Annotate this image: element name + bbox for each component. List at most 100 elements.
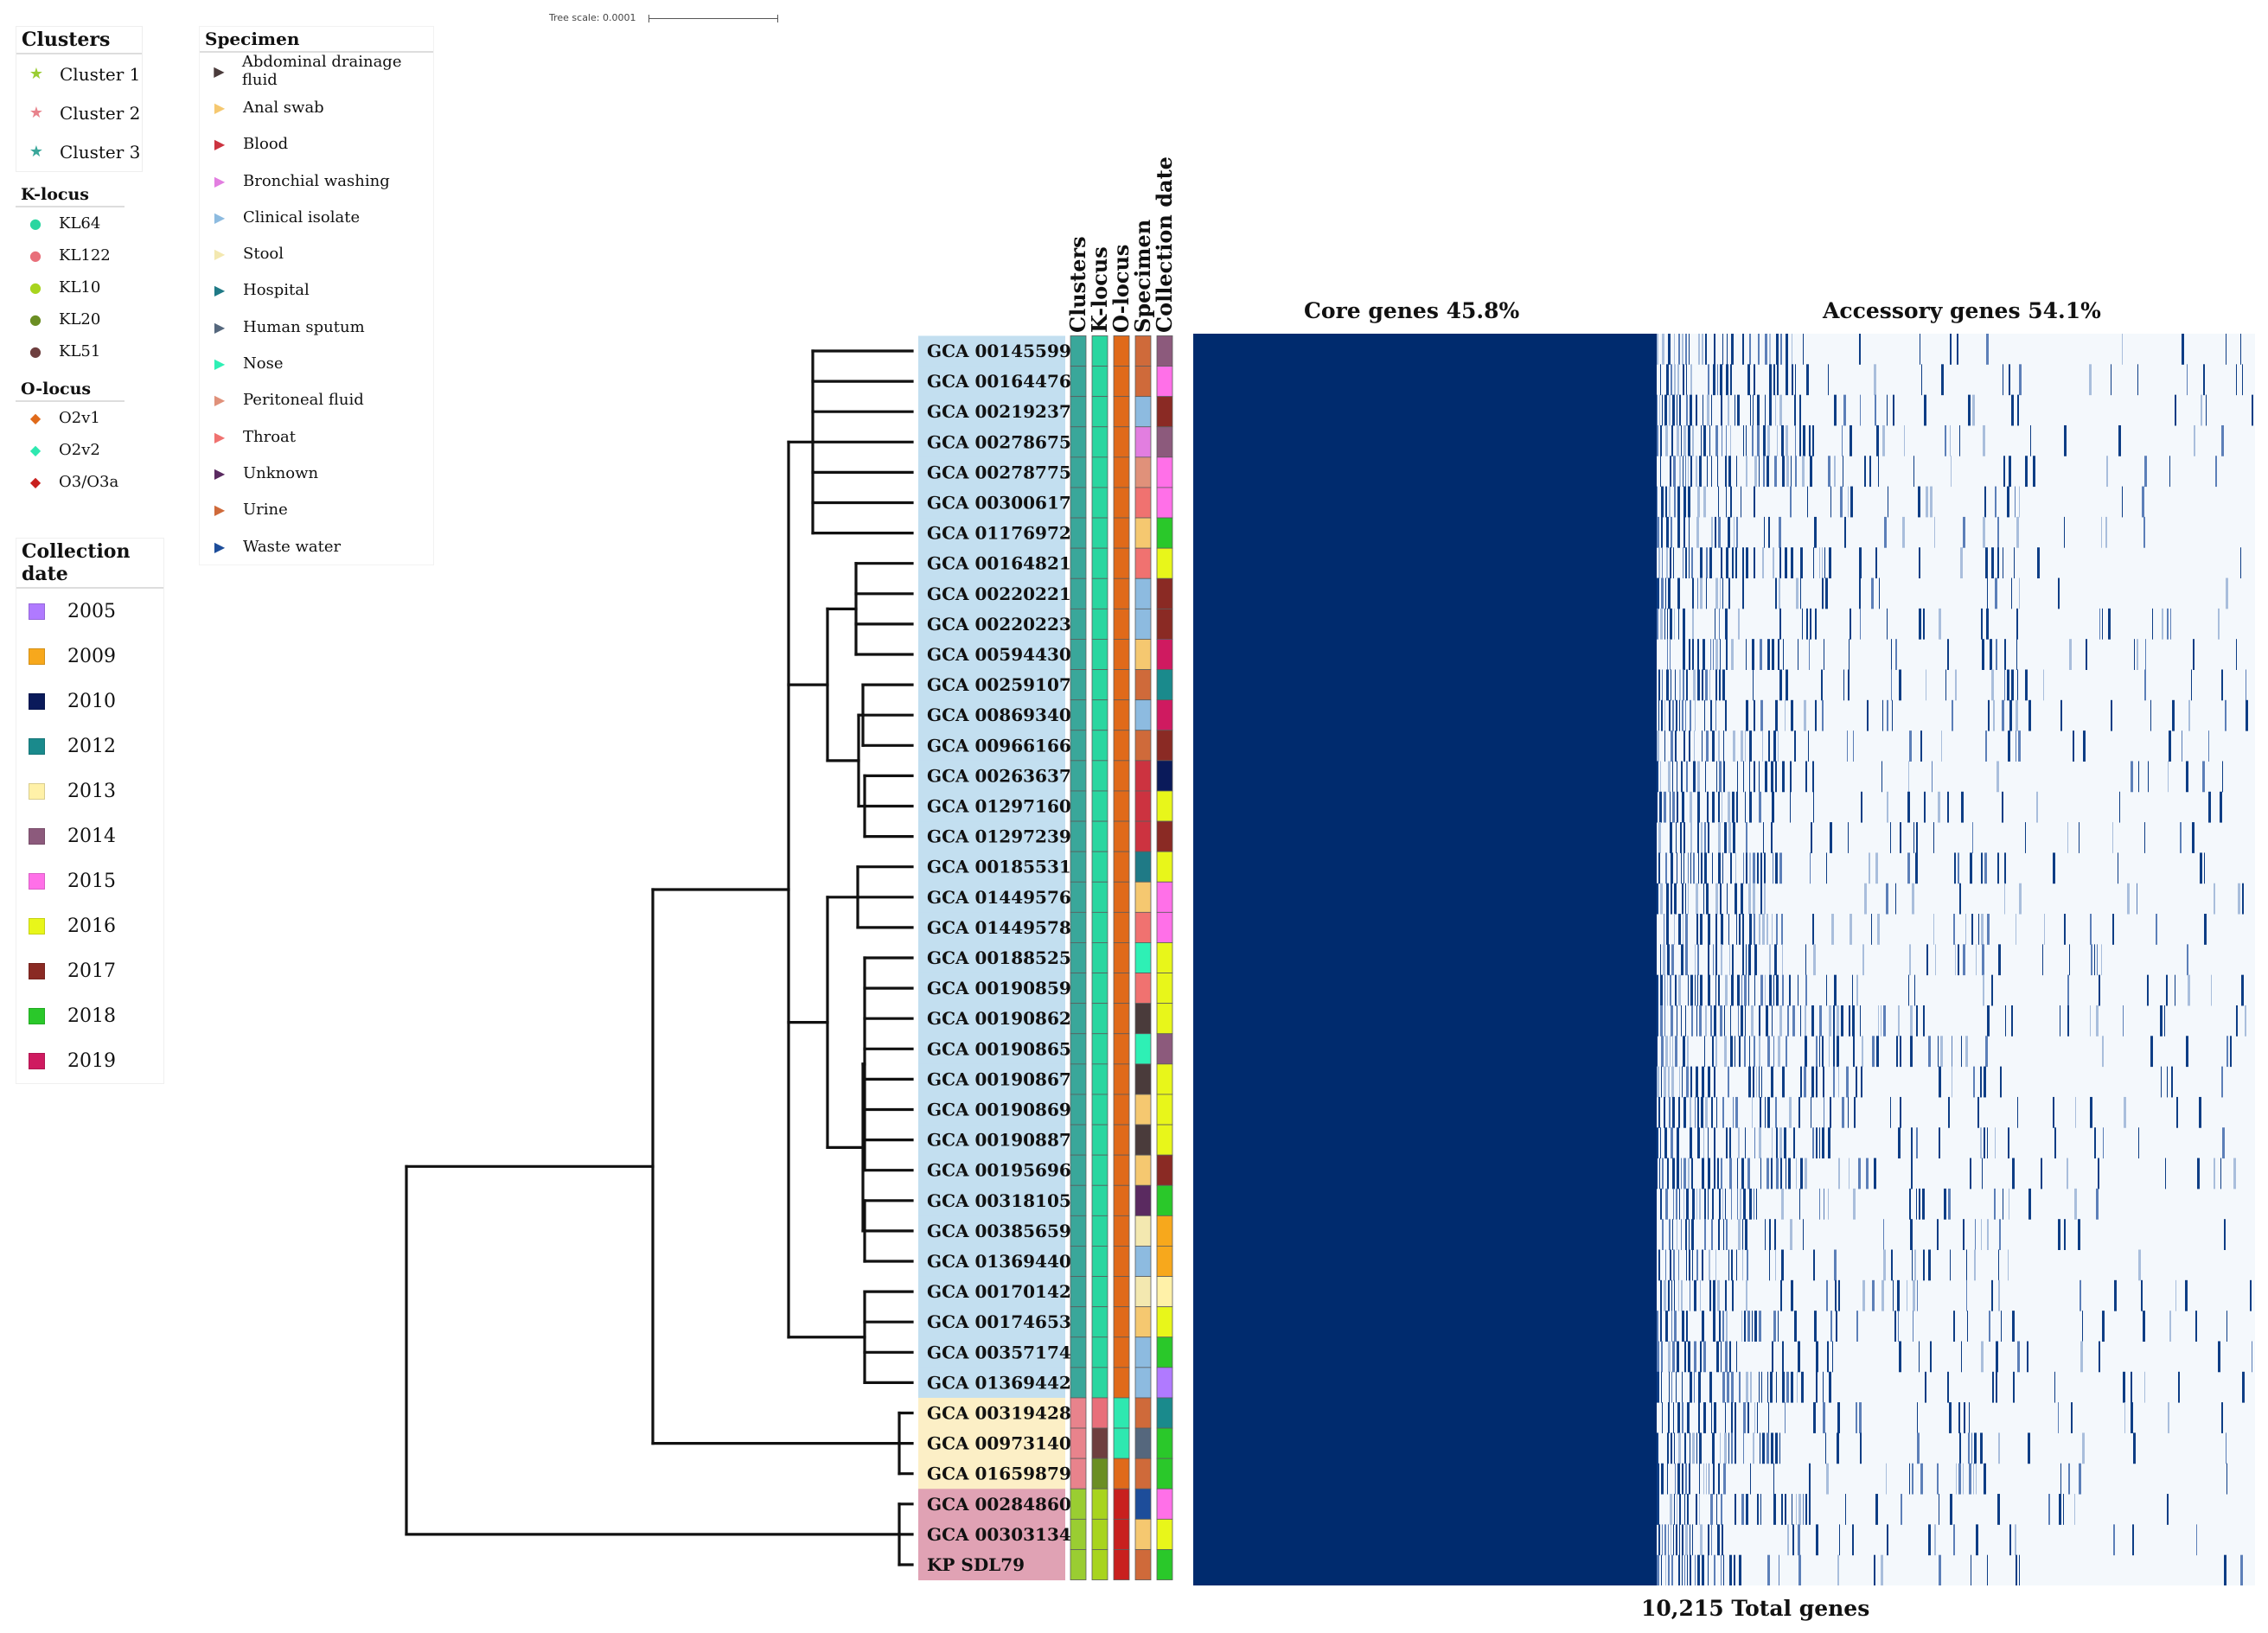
accessory-gene-mark: [1953, 914, 1955, 945]
accessory-gene-mark: [1913, 1279, 1915, 1311]
accessory-gene-mark: [2002, 791, 2003, 823]
strip-specimen: [1134, 1367, 1152, 1399]
accessory-gene-mark: [1900, 1096, 1901, 1128]
accessory-gene-mark: [2134, 639, 2135, 670]
accessory-gene-mark: [1775, 761, 1777, 793]
accessory-gene-mark: [1912, 1249, 1913, 1281]
accessory-gene-mark: [1759, 914, 1760, 945]
accessory-gene-mark: [2168, 1402, 2169, 1433]
isolate-label: GCA 003194285: [927, 1403, 1083, 1424]
accessory-gene-mark: [1961, 1036, 1962, 1068]
accessory-gene-mark: [1689, 547, 1690, 579]
accessory-gene-mark: [1982, 639, 1984, 670]
accessory-gene-mark: [1933, 914, 1934, 945]
accessory-gene-mark: [1705, 1096, 1708, 1128]
accessory-gene-mark: [2150, 699, 2151, 731]
accessory-gene-mark: [1657, 394, 1658, 426]
accessory-gene-mark: [1785, 547, 1787, 579]
strip-collection-date: [1156, 456, 1173, 488]
accessory-gene-mark: [1724, 822, 1727, 853]
accessory-gene-mark: [1689, 1219, 1690, 1251]
accessory-gene-mark: [1759, 1066, 1760, 1098]
accessory-gene-mark: [1657, 1311, 1658, 1342]
accessory-gene-mark: [1757, 394, 1760, 426]
accessory-gene-mark: [1796, 1158, 1797, 1190]
accessory-gene-mark: [2118, 424, 2121, 456]
accessory-gene-mark: [1916, 822, 1918, 853]
accessory-gene-mark: [1717, 1524, 1720, 1556]
accessory-gene-mark: [1708, 1158, 1710, 1190]
accessory-gene-mark: [1721, 944, 1722, 976]
accessory-gene-mark: [1895, 883, 1896, 915]
accessory-gene-mark: [1869, 852, 1870, 884]
accessory-gene-mark: [1858, 1158, 1861, 1190]
accessory-gene-mark: [1760, 639, 1762, 670]
isolate-label-bg: [918, 1033, 1065, 1065]
accessory-gene-mark: [2161, 1066, 2162, 1098]
accessory-gene-mark: [2225, 699, 2226, 731]
accessory-gene-mark: [1971, 1432, 1972, 1464]
accessory-gene-mark: [1695, 699, 1696, 731]
square-icon: [29, 1007, 45, 1024]
accessory-gene-mark: [1692, 1188, 1695, 1220]
accessory-gene-mark: [1683, 639, 1685, 670]
accessory-gene-mark: [1679, 1524, 1680, 1556]
strip-specimen: [1134, 730, 1152, 762]
accessory-gene-mark: [1958, 1463, 1961, 1495]
accessory-gene-mark: [2011, 577, 2012, 609]
legend-specimen-item: ▶ Urine: [200, 492, 433, 528]
accessory-gene-mark: [1834, 974, 1837, 1006]
isolate-label-bg: [918, 426, 1065, 458]
triangle-icon: ▶: [214, 246, 226, 263]
strip-k-locus: [1091, 1033, 1108, 1065]
accessory-gene-mark: [2011, 394, 2014, 426]
strip-o-locus: [1113, 1306, 1130, 1338]
accessory-gene-mark: [1999, 1219, 2001, 1251]
accessory-gene-mark: [1713, 944, 1714, 976]
accessory-gene-mark: [2241, 974, 2244, 1006]
accessory-gene-mark: [1692, 1249, 1693, 1281]
legend-specimen-label: Stool: [243, 245, 284, 264]
accessory-gene-mark: [1778, 1311, 1779, 1342]
accessory-gene-mark: [1899, 669, 1901, 701]
accessory-gene-mark: [1659, 1158, 1660, 1190]
accessory-gene-mark: [1665, 486, 1667, 518]
accessory-gene-mark: [1741, 1494, 1744, 1525]
strip-cluster: [1070, 760, 1087, 792]
accessory-gene-mark: [1754, 547, 1755, 579]
strip-k-locus: [1091, 911, 1108, 943]
accessory-gene-mark: [1816, 1127, 1818, 1159]
accessory-gene-mark: [1671, 883, 1672, 915]
isolate-label: GCA 014495765: [927, 887, 1083, 908]
accessory-gene-mark: [1748, 1066, 1751, 1098]
accessory-gene-mark: [1848, 486, 1849, 518]
accessory-gene-mark: [1721, 547, 1722, 579]
accessory-gene-mark: [1657, 334, 1658, 365]
accessory-gene-mark: [1683, 608, 1685, 640]
strip-k-locus: [1091, 1154, 1108, 1186]
accessory-gene-mark: [1871, 577, 1874, 609]
accessory-gene-mark: [1791, 547, 1793, 579]
accessory-gene-mark: [1720, 364, 1722, 396]
accessory-gene-mark: [1671, 1127, 1673, 1159]
accessory-gene-mark: [1898, 1005, 1900, 1037]
strip-collection-date: [1156, 1276, 1173, 1308]
strip-o-locus: [1113, 851, 1130, 883]
accessory-gene-mark: [1768, 730, 1770, 762]
accessory-gene-mark: [2144, 669, 2146, 701]
accessory-gene-mark: [1913, 822, 1914, 853]
accessory-gene-mark: [1950, 1249, 1951, 1281]
accessory-gene-mark: [1727, 883, 1728, 915]
strip-specimen: [1134, 1215, 1152, 1247]
accessory-gene-mark: [1997, 547, 1999, 579]
accessory-gene-mark: [1740, 1188, 1741, 1220]
legend-specimen-label: Peritoneal fluid: [243, 391, 364, 410]
accessory-gene-mark: [2067, 1005, 2069, 1037]
accessory-gene-mark: [1664, 699, 1665, 731]
strip-k-locus: [1091, 820, 1108, 852]
accessory-gene-mark: [1675, 1463, 1676, 1495]
accessory-gene-mark: [1948, 1096, 1950, 1128]
accessory-gene-mark: [1791, 699, 1793, 731]
accessory-gene-mark: [1722, 1371, 1725, 1403]
strip-specimen: [1134, 1458, 1152, 1489]
